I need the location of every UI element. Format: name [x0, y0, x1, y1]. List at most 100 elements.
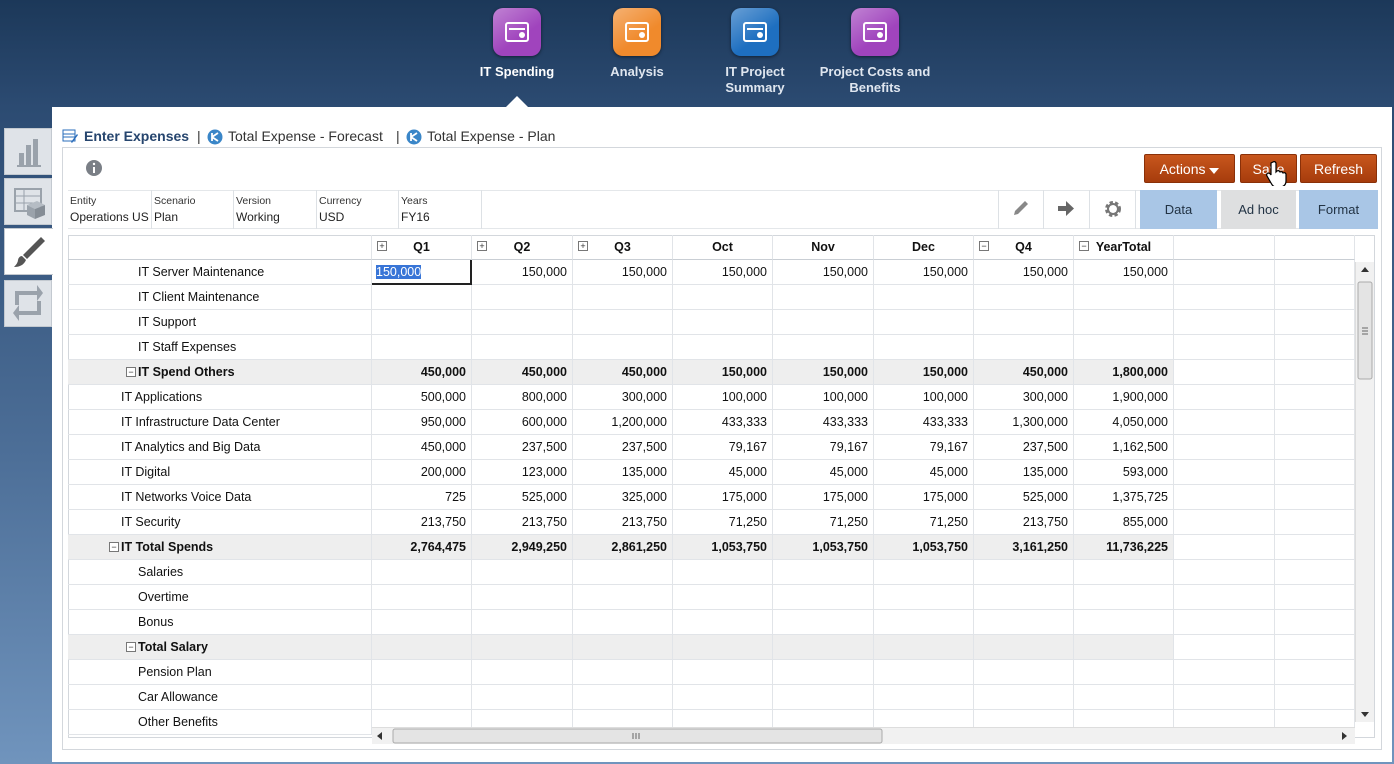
vertical-scrollbar[interactable] [1355, 262, 1374, 722]
row-toggle[interactable]: − [126, 367, 136, 377]
data-cell[interactable] [974, 560, 1074, 585]
data-cell[interactable]: 2,861,250 [573, 535, 673, 560]
data-cell[interactable]: 593,000 [1074, 460, 1174, 485]
data-cell[interactable]: 2,949,250 [472, 535, 573, 560]
data-cell[interactable] [974, 285, 1074, 310]
data-cell[interactable]: 2,764,475 [372, 535, 472, 560]
tab-forecast[interactable]: Total Expense - Forecast [228, 128, 383, 144]
data-cell[interactable] [673, 285, 773, 310]
data-cell[interactable]: 1,053,750 [874, 535, 974, 560]
data-cell[interactable]: 100,000 [673, 385, 773, 410]
data-cell[interactable]: 450,000 [974, 360, 1074, 385]
data-cell[interactable] [372, 685, 472, 710]
side-tab-forms[interactable] [4, 178, 52, 225]
data-cell[interactable] [472, 310, 573, 335]
data-cell[interactable]: 150,000 [1074, 260, 1174, 285]
column-toggle[interactable]: + [377, 241, 387, 251]
pov-member[interactable]: Version Working [234, 190, 317, 229]
refresh-button[interactable]: Refresh [1300, 154, 1377, 183]
data-cell[interactable]: 213,750 [573, 510, 673, 535]
column-toggle[interactable]: − [1079, 241, 1089, 251]
data-cell[interactable] [673, 310, 773, 335]
column-toggle[interactable]: − [979, 241, 989, 251]
data-cell[interactable] [974, 585, 1074, 610]
data-cell[interactable]: 79,167 [874, 435, 974, 460]
data-cell[interactable]: 525,000 [974, 485, 1074, 510]
data-cell[interactable]: 1,900,000 [1074, 385, 1174, 410]
data-cell[interactable]: 433,333 [773, 410, 874, 435]
data-cell[interactable]: 213,750 [372, 510, 472, 535]
go-icon-button[interactable] [1043, 190, 1089, 229]
data-cell[interactable]: 1,200,000 [573, 410, 673, 435]
data-cell[interactable]: 45,000 [874, 460, 974, 485]
data-cell[interactable]: 237,500 [974, 435, 1074, 460]
data-cell[interactable] [773, 285, 874, 310]
row-toggle[interactable]: − [109, 542, 119, 552]
data-cell[interactable]: 150,000 [773, 260, 874, 285]
data-cell[interactable]: 450,000 [573, 360, 673, 385]
data-cell[interactable]: 150,000 [974, 260, 1074, 285]
data-cell[interactable] [974, 685, 1074, 710]
data-cell[interactable]: 79,167 [773, 435, 874, 460]
side-tab-dashboard[interactable] [4, 128, 52, 175]
data-cell[interactable] [1074, 310, 1174, 335]
format-view-button[interactable]: Format [1299, 190, 1378, 229]
data-cell[interactable] [874, 660, 974, 685]
data-cell[interactable]: 175,000 [673, 485, 773, 510]
data-cell[interactable] [974, 660, 1074, 685]
data-cell[interactable] [673, 635, 773, 660]
data-cell[interactable] [472, 685, 573, 710]
data-cell[interactable] [673, 335, 773, 360]
tab-plan[interactable]: Total Expense - Plan [427, 128, 556, 144]
data-cell[interactable]: 237,500 [573, 435, 673, 460]
data-cell[interactable]: 1,375,725 [1074, 485, 1174, 510]
data-cell[interactable]: 100,000 [874, 385, 974, 410]
settings-icon-button[interactable] [1089, 190, 1136, 229]
tab-enter-expenses[interactable]: Enter Expenses [84, 128, 190, 144]
data-cell[interactable] [573, 585, 673, 610]
data-cell[interactable] [974, 335, 1074, 360]
side-tab-rules[interactable] [4, 280, 52, 327]
data-cell[interactable]: 433,333 [673, 410, 773, 435]
data-cell[interactable] [372, 560, 472, 585]
data-cell[interactable]: 325,000 [573, 485, 673, 510]
data-cell[interactable] [372, 610, 472, 635]
save-button[interactable]: Save [1240, 154, 1297, 183]
actions-button[interactable]: Actions [1144, 154, 1235, 183]
data-cell[interactable] [673, 610, 773, 635]
data-cell[interactable]: 150,000 [673, 360, 773, 385]
data-cell[interactable]: 1,053,750 [673, 535, 773, 560]
data-cell[interactable]: 150,000 [673, 260, 773, 285]
data-cell[interactable]: 45,000 [773, 460, 874, 485]
pov-member[interactable]: Entity Operations US [68, 190, 152, 229]
nav-item[interactable]: Analysis [582, 8, 692, 80]
data-cell[interactable] [472, 335, 573, 360]
data-cell[interactable] [372, 660, 472, 685]
data-cell[interactable]: 600,000 [472, 410, 573, 435]
data-cell[interactable]: 150,000 [773, 360, 874, 385]
column-header[interactable]: − YearTotal [1074, 235, 1174, 260]
data-cell[interactable] [573, 310, 673, 335]
data-cell[interactable] [1074, 335, 1174, 360]
data-cell[interactable] [1074, 285, 1174, 310]
data-cell[interactable] [1074, 560, 1174, 585]
data-cell[interactable] [573, 610, 673, 635]
data-cell[interactable]: 135,000 [573, 460, 673, 485]
edit-icon-button[interactable] [998, 190, 1044, 229]
nav-item[interactable]: IT Spending [462, 8, 572, 80]
data-cell[interactable]: 175,000 [874, 485, 974, 510]
data-cell[interactable] [472, 585, 573, 610]
data-cell[interactable] [372, 310, 472, 335]
data-cell[interactable] [472, 560, 573, 585]
column-header[interactable]: Oct [673, 235, 773, 260]
data-cell[interactable] [874, 685, 974, 710]
data-cell[interactable]: 1,053,750 [773, 535, 874, 560]
data-cell[interactable] [874, 560, 974, 585]
data-cell[interactable] [974, 635, 1074, 660]
data-cell[interactable]: 71,250 [673, 510, 773, 535]
data-cell[interactable]: 237,500 [472, 435, 573, 460]
data-cell[interactable] [372, 585, 472, 610]
data-cell[interactable]: 950,000 [372, 410, 472, 435]
data-cell[interactable] [372, 635, 472, 660]
data-cell[interactable]: 100,000 [773, 385, 874, 410]
